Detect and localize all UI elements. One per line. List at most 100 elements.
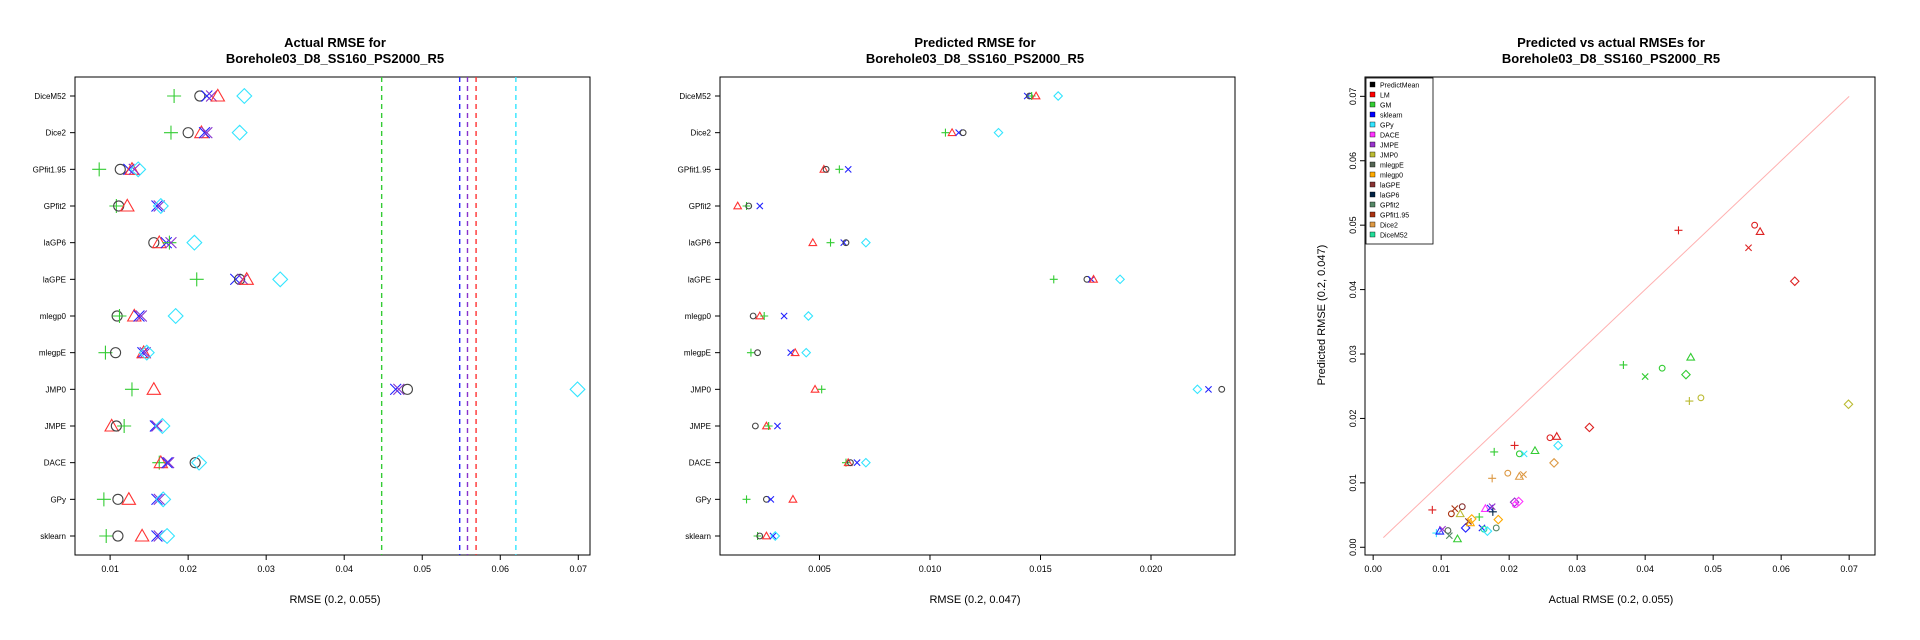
- panel-title-line1: Predicted vs actual RMSEs for: [1517, 35, 1705, 50]
- data-point-plus: [117, 419, 132, 433]
- data-point-plus: [742, 202, 751, 210]
- data-point-plus: [835, 165, 844, 174]
- data-point-diamond: [1192, 384, 1203, 395]
- data-point-x: [205, 90, 218, 102]
- data-point-diamond: [1115, 274, 1126, 285]
- data-point-circle: [762, 495, 770, 503]
- x-tick-label: 0.06: [491, 564, 509, 574]
- category-label: DACE: [689, 459, 711, 468]
- data-point-circle: [1515, 450, 1523, 458]
- category-label: JMP0: [691, 385, 712, 394]
- data-point-triangle: [153, 454, 169, 469]
- data-point-circle: [1492, 524, 1500, 532]
- x-tick-label: 0.02: [1500, 564, 1518, 574]
- x-tick-label: 0.00: [1364, 564, 1382, 574]
- data-point-triangle: [843, 457, 853, 467]
- data-point-diamond: [1053, 91, 1064, 101]
- data-point-x: [1445, 532, 1453, 540]
- x-tick-label: 0.020: [1140, 564, 1163, 574]
- category-label: mlegp0: [685, 312, 712, 321]
- legend-swatch: [1369, 91, 1376, 98]
- data-point-x: [151, 200, 163, 212]
- data-point-plus: [189, 272, 204, 287]
- legend-swatch: [1369, 151, 1376, 158]
- legend-label: DiceM52: [1380, 233, 1408, 240]
- data-point-triangle: [119, 198, 135, 212]
- data-point-diamond: [1466, 513, 1477, 524]
- data-point-diamond: [152, 197, 169, 215]
- data-point-diamond: [236, 87, 253, 105]
- legend-swatch: [1369, 131, 1376, 138]
- legend-label: JMP0: [1380, 153, 1398, 160]
- plot-frame: [719, 76, 1236, 556]
- data-point-x: [151, 420, 163, 432]
- legend-swatch: [1369, 171, 1376, 178]
- y-tick-label: 0.06: [1348, 152, 1358, 170]
- x-tick-label: 0.01: [101, 564, 119, 574]
- data-point-x: [1023, 92, 1031, 100]
- data-point-x: [128, 163, 141, 176]
- y-tick-label: 0.07: [1348, 88, 1358, 106]
- predicted-rmse-panel: Predicted RMSE for Borehole03_D8_SS160_P…: [678, 35, 1236, 606]
- data-point-plus: [99, 529, 114, 543]
- data-point-circle: [751, 422, 759, 430]
- legend-swatch: [1369, 101, 1376, 108]
- data-point-circle: [756, 532, 764, 540]
- data-point-diamond: [770, 531, 781, 541]
- data-point-circle: [1444, 527, 1452, 534]
- data-point-x: [1439, 525, 1447, 533]
- category-label: GPy: [695, 495, 711, 504]
- data-point-diamond: [1680, 369, 1691, 380]
- category-label: Dice2: [46, 129, 67, 138]
- x-tick-label: 0.010: [919, 564, 942, 574]
- data-point-triangle: [1552, 431, 1562, 440]
- data-point-triangle: [761, 531, 772, 540]
- category-label: GPfit1.95: [678, 165, 712, 174]
- legend-label: mlegp0: [1380, 173, 1403, 180]
- data-point-circle: [754, 349, 762, 357]
- data-point-diamond: [1460, 522, 1471, 533]
- legend-label: GPy: [1380, 123, 1394, 130]
- x-tick-label: 0.005: [808, 564, 831, 574]
- y-tick-label: 0.05: [1348, 216, 1358, 234]
- data-point-diamond: [1513, 496, 1524, 507]
- data-point-plus: [742, 495, 751, 504]
- legend-swatch: [1369, 221, 1376, 228]
- x-tick-label: 0.05: [413, 564, 431, 574]
- data-point-x: [1519, 470, 1527, 478]
- data-point-x: [201, 90, 213, 102]
- plot-frame: [74, 76, 591, 556]
- y-axis-label: Predicted RMSE (0.2, 0.047): [1316, 245, 1328, 386]
- data-point-plus: [1685, 397, 1694, 406]
- data-point-x: [787, 349, 795, 357]
- data-point-x: [780, 312, 788, 320]
- data-point-circle: [1504, 469, 1512, 477]
- data-point-x: [767, 495, 775, 503]
- data-point-diamond: [803, 311, 814, 321]
- data-point-x: [151, 530, 163, 542]
- category-label: GPfit2: [689, 202, 712, 211]
- data-point-circle: [749, 312, 757, 320]
- data-point-circle: [112, 530, 124, 542]
- category-label: laGPE: [688, 275, 711, 284]
- data-point-circle: [189, 457, 201, 469]
- data-point-triangle: [1480, 503, 1491, 513]
- category-label: mlegpE: [39, 349, 66, 358]
- data-point-x: [153, 200, 166, 212]
- data-point-x: [153, 493, 166, 506]
- data-point-triangle: [1088, 274, 1099, 283]
- y-tick-label: 0.01: [1348, 474, 1358, 492]
- legend-swatch: [1369, 121, 1376, 128]
- legend-label: mlegpE: [1380, 163, 1404, 170]
- data-point-triangle: [121, 491, 137, 505]
- legend-label: GPfit2: [1380, 203, 1400, 210]
- data-point-plus: [92, 162, 107, 177]
- category-label: DACE: [44, 459, 66, 468]
- data-point-x: [162, 456, 175, 469]
- data-point-triangle: [1755, 226, 1765, 236]
- data-point-x: [165, 236, 177, 249]
- data-point-circle: [401, 383, 413, 395]
- legend-label: JMPE: [1380, 143, 1399, 150]
- x-axis-label: RMSE (0.2, 0.047): [929, 594, 1020, 606]
